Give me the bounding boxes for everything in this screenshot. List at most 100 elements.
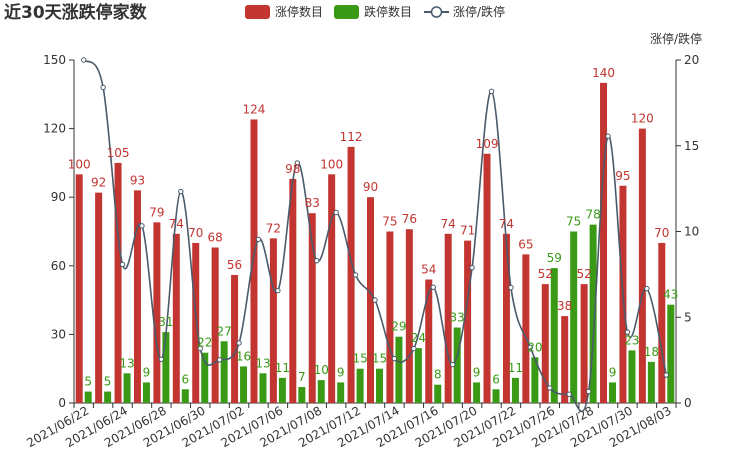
bar-up xyxy=(580,284,588,403)
data-label-down: 6 xyxy=(181,372,189,386)
data-label-up: 72 xyxy=(266,221,281,235)
y-tick-label: 150 xyxy=(43,53,66,67)
ratio-point xyxy=(411,345,417,352)
bar-down xyxy=(434,384,442,403)
bar-up xyxy=(114,162,122,403)
ratio-point xyxy=(352,272,359,278)
ratio-point xyxy=(430,284,436,290)
ratio-line-path xyxy=(83,59,668,413)
legend-item-up[interactable]: 涨停数目 xyxy=(245,4,323,19)
ratio-point xyxy=(81,57,87,63)
bar-up xyxy=(231,274,239,403)
data-label-up: 92 xyxy=(91,176,106,190)
ratio-point xyxy=(275,287,281,294)
bar-up xyxy=(600,82,608,403)
ratio-point xyxy=(236,340,242,346)
bar-up xyxy=(405,229,413,403)
ratio-point xyxy=(469,264,475,271)
ratio-point xyxy=(488,88,495,95)
chart-title: 近30天涨跌停家数 xyxy=(4,2,148,23)
bar-up xyxy=(269,238,277,403)
data-label-down: 20 xyxy=(527,340,542,354)
legend-label-up: 涨停数目 xyxy=(275,4,323,19)
bar-down xyxy=(201,352,209,403)
y-tick-label: 30 xyxy=(51,327,66,341)
ratio-point xyxy=(197,345,203,352)
data-label-up: 75 xyxy=(382,215,397,229)
bar-up xyxy=(328,174,336,403)
ratio-line xyxy=(81,57,669,413)
y-tick-label: 60 xyxy=(51,259,66,273)
bar-down xyxy=(337,382,345,403)
bar-up xyxy=(75,174,83,403)
data-label-up: 54 xyxy=(421,263,436,277)
data-label-down: 11 xyxy=(508,361,523,375)
bar-up xyxy=(502,233,510,403)
bar-down xyxy=(162,332,170,403)
ratio-point xyxy=(663,372,669,378)
legend-swatch-up xyxy=(245,5,270,19)
data-label-up: 71 xyxy=(460,224,475,238)
bar-up xyxy=(192,242,200,403)
bar-down xyxy=(356,368,364,403)
data-label-down: 16 xyxy=(236,349,251,363)
ratio-point xyxy=(644,285,650,292)
bar-up xyxy=(483,153,491,403)
bar-down xyxy=(181,389,189,403)
y2-axis-name: 涨停/跌停 xyxy=(650,31,702,46)
ratio-point xyxy=(255,236,262,243)
data-label-down: 6 xyxy=(492,372,500,386)
data-label-up: 65 xyxy=(518,237,533,251)
y-tick-label: 90 xyxy=(51,190,66,204)
bar-down xyxy=(570,231,578,403)
ratio-point xyxy=(314,257,320,264)
data-label-up: 95 xyxy=(615,169,630,183)
bar-down xyxy=(531,357,539,403)
bar-up xyxy=(153,222,161,403)
data-label-down: 10 xyxy=(314,363,329,377)
legend-item-ratio[interactable]: 涨停/跌停 xyxy=(424,4,505,19)
bar-down xyxy=(240,366,248,403)
bar-up xyxy=(308,213,316,403)
ratio-point xyxy=(119,261,126,268)
data-label-down: 29 xyxy=(391,320,406,334)
data-label-up: 120 xyxy=(631,112,654,126)
y2-tick-label: 5 xyxy=(684,310,692,324)
data-label-down: 13 xyxy=(255,356,270,370)
ratio-point xyxy=(294,160,301,166)
ratio-point xyxy=(547,385,553,391)
bars xyxy=(75,82,675,404)
bar-up xyxy=(172,233,180,403)
bar-up xyxy=(638,128,646,403)
data-label-up: 83 xyxy=(305,196,320,210)
bar-down xyxy=(298,386,306,403)
data-label-down: 9 xyxy=(337,365,345,379)
legend-item-down[interactable]: 跌停数目 xyxy=(334,4,412,19)
data-label-down: 9 xyxy=(143,365,151,379)
bar-up xyxy=(522,254,530,403)
legend-label-down: 跌停数目 xyxy=(364,4,412,19)
data-label-up: 100 xyxy=(68,157,91,171)
legend: 涨停数目 跌停数目 涨停/跌停 xyxy=(245,4,505,19)
data-label-down: 13 xyxy=(119,356,134,370)
data-label-down: 22 xyxy=(197,336,212,350)
bar-up xyxy=(464,240,472,403)
data-label-up: 105 xyxy=(107,146,130,160)
data-label-down: 75 xyxy=(566,215,581,229)
data-label-down: 59 xyxy=(547,251,562,265)
ratio-point xyxy=(508,284,514,291)
bar-down xyxy=(317,380,325,403)
bar-down xyxy=(453,327,461,403)
y2-tick-label: 15 xyxy=(684,139,699,153)
bar-down xyxy=(395,336,403,403)
data-label-down: 5 xyxy=(104,375,112,389)
bar-down xyxy=(589,224,597,403)
data-label-up: 52 xyxy=(538,267,553,281)
y2-tick-label: 0 xyxy=(684,396,692,410)
data-label-down: 27 xyxy=(217,324,232,338)
data-label-up: 70 xyxy=(654,226,669,240)
bar-down xyxy=(376,368,383,403)
ratio-point xyxy=(624,329,631,335)
bar-up xyxy=(250,119,258,403)
bar-up xyxy=(444,233,452,403)
